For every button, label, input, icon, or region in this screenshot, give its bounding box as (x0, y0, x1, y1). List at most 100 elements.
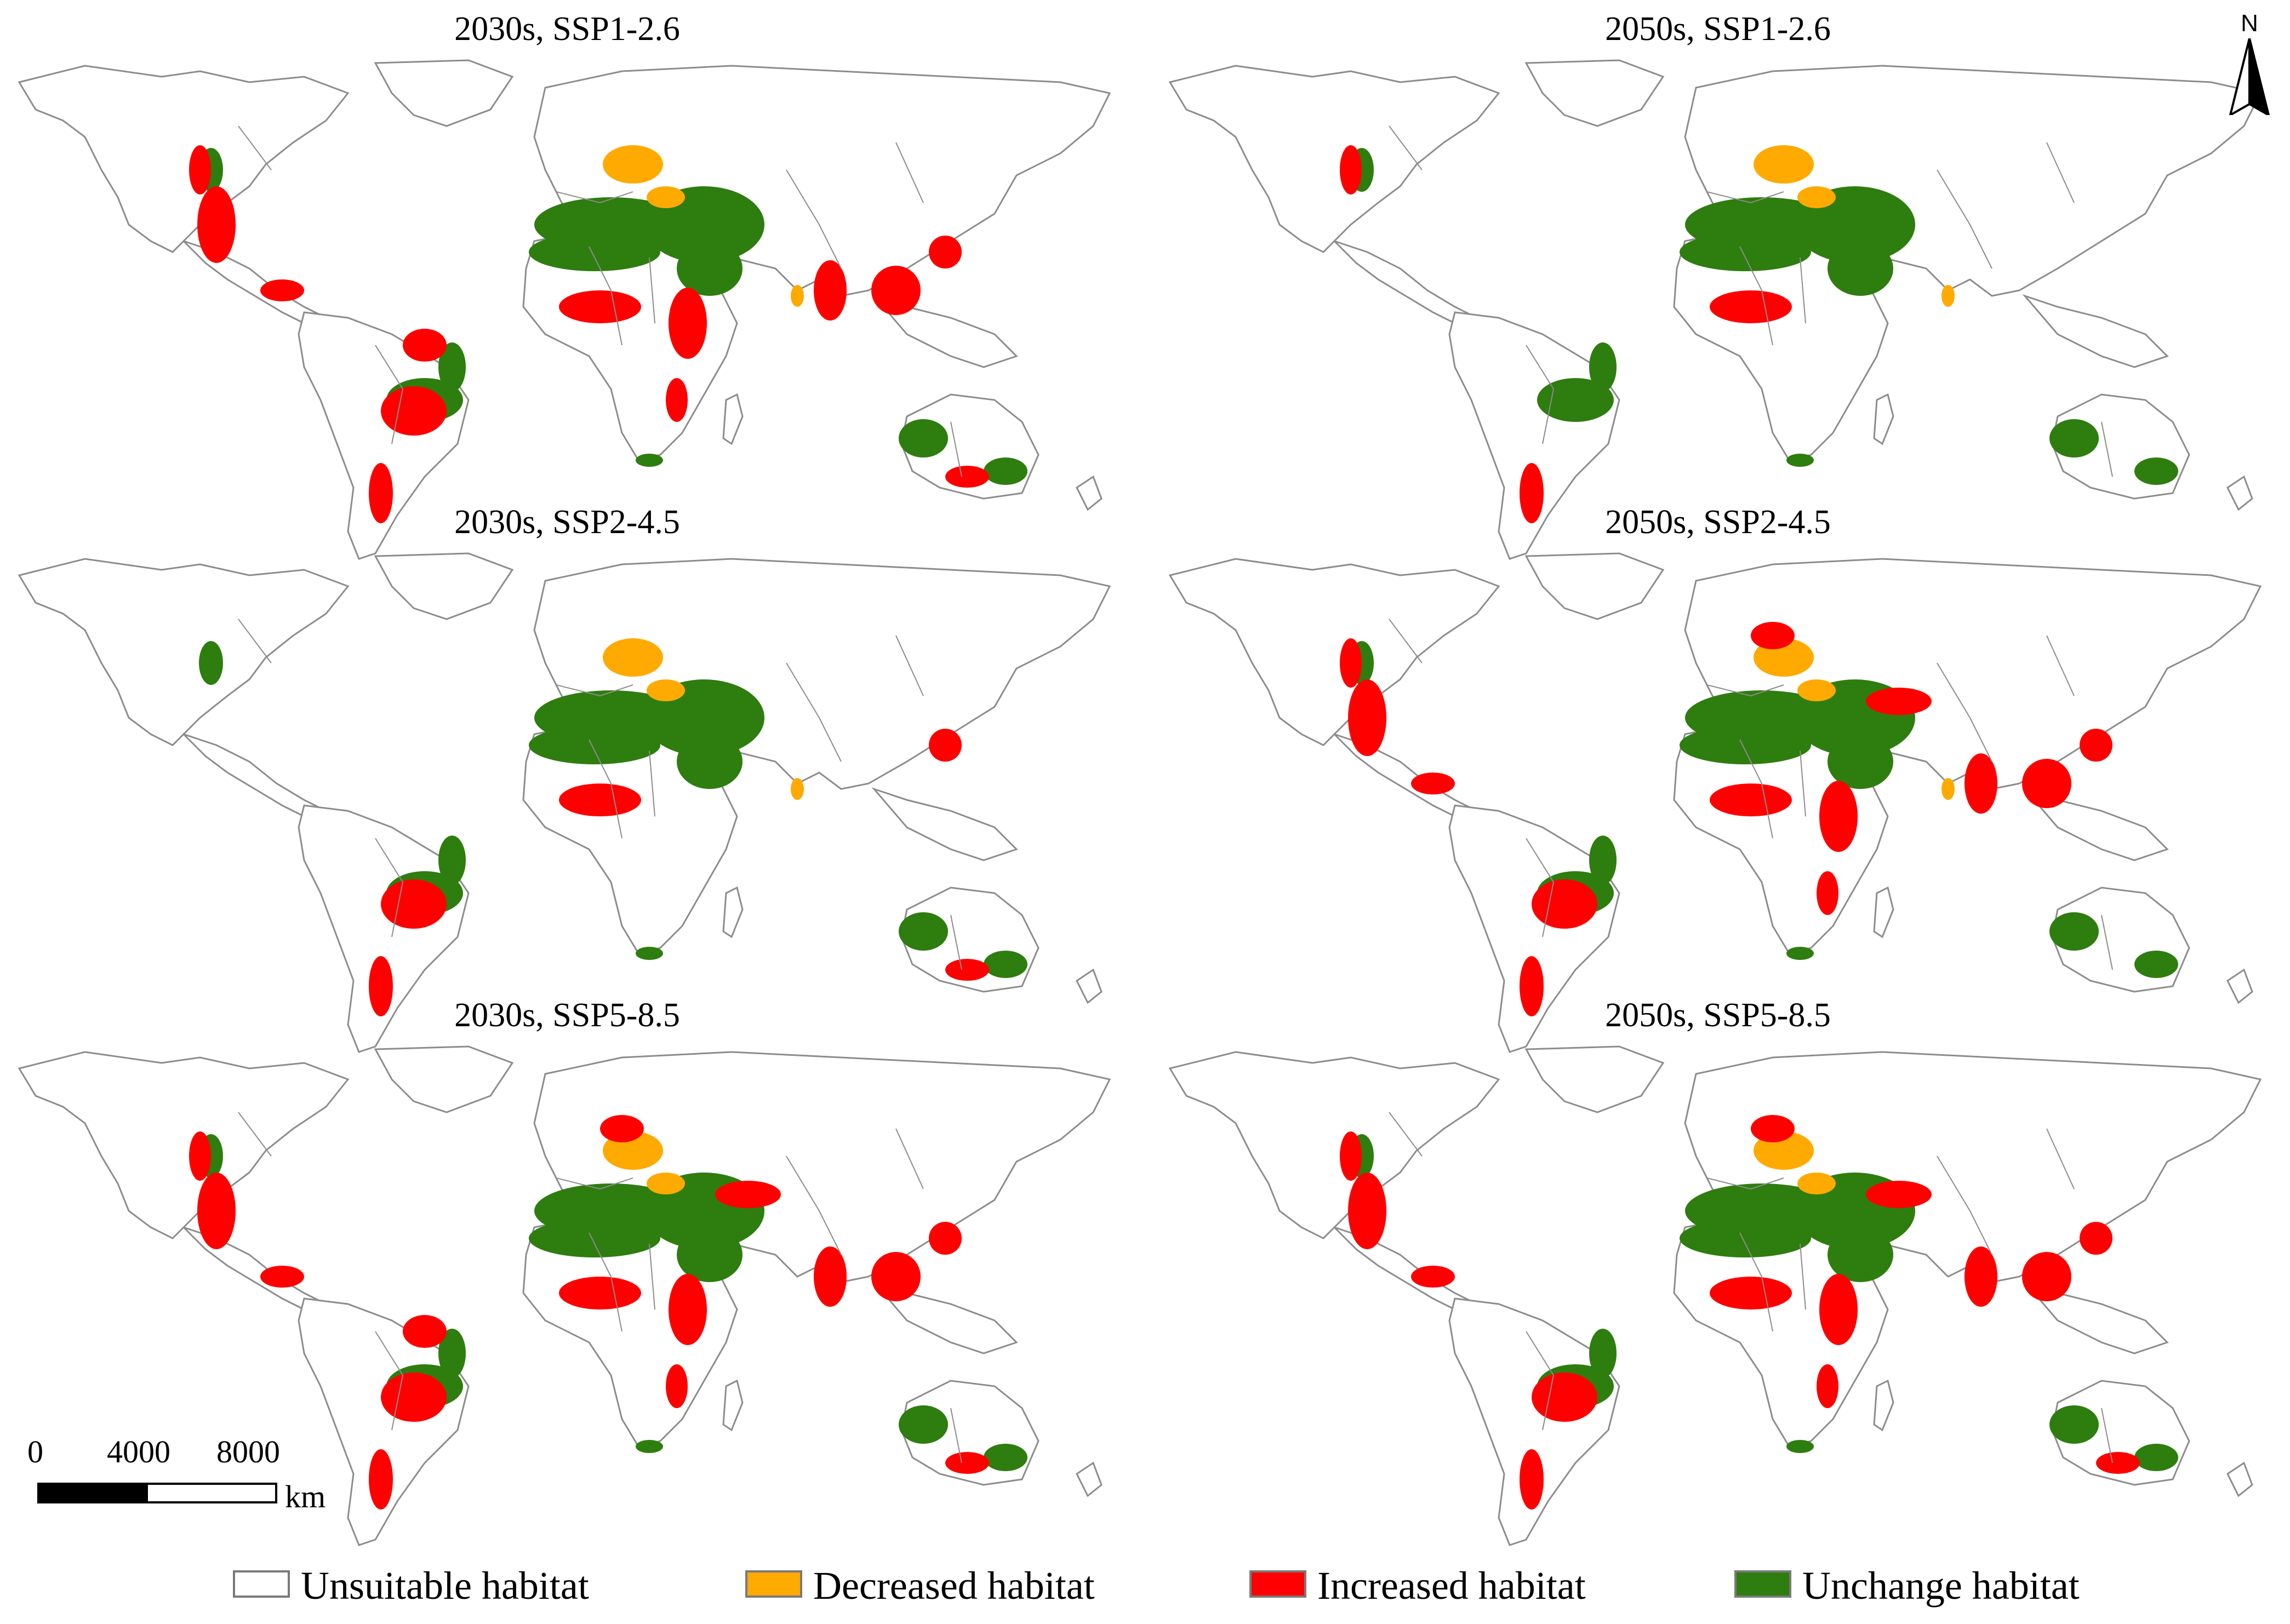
habitat-increased-mexico (197, 1173, 236, 1249)
habitat-increased-sahel (1710, 1277, 1792, 1310)
habitat-increased-south-america (1532, 879, 1597, 929)
habitat-increased-central-america (1411, 773, 1455, 794)
map-panel-2: 2050s, SSP1-2.6 (1168, 0, 2266, 560)
habitat-decreased-balkans (1797, 186, 1836, 208)
habitat-unchanged-arabia (677, 241, 743, 296)
border-line (649, 750, 655, 817)
landmass-south-america (1448, 804, 1620, 1053)
border-line (1739, 246, 1773, 346)
habitat-increased-india (814, 1246, 847, 1307)
habitat-increased-india (1965, 1246, 1997, 1307)
map-panel-1: 2030s, SSP1-2.6 (18, 0, 1115, 560)
landmass-new-zealand (1076, 1461, 1103, 1497)
scale-bar: 0 4000 8000 km (22, 1436, 329, 1518)
border-line (556, 684, 633, 697)
habitat-increased-brazil (403, 329, 447, 362)
legend-label: Increased habitat (1317, 1564, 1586, 1608)
habitat-layer (1340, 145, 2178, 523)
habitat-increased-mexico (1348, 679, 1386, 756)
border-line (1526, 1331, 1555, 1431)
legend-label: Unsuitable habitat (301, 1564, 589, 1608)
habitat-increased-patagonia (1520, 1449, 1544, 1509)
landmass-southeast-asia (2022, 1280, 2169, 1354)
habitat-increased-west-coast (189, 145, 211, 195)
habitat-decreased-balkans (647, 1173, 685, 1194)
panel-title: 2050s, SSP5-8.5 (1605, 997, 1831, 1034)
border-line (1706, 1177, 1784, 1190)
border-line (1706, 191, 1784, 204)
habitat-increased-west-coast (1340, 145, 1362, 195)
landmass-southeast-asia (2022, 787, 2169, 861)
landmass-madagascar (722, 393, 744, 445)
landmass-madagascar (722, 886, 744, 939)
north-label: N (2241, 10, 2258, 37)
scale-tick-0: 0 (27, 1434, 43, 1469)
habitat-unchanged-east-brazil (1589, 836, 1617, 885)
habitat-unchanged-north-africa (1680, 233, 1811, 271)
landmass-north-america (18, 1051, 350, 1239)
legend-swatch (1249, 1570, 1306, 1598)
border-line (1526, 838, 1555, 937)
map-panel-6: 2050s, SSP5-8.5 (1168, 986, 2266, 1546)
habitat-increased-sahel (1710, 290, 1792, 323)
country-borders (1389, 1112, 2113, 1463)
landmass-madagascar (722, 1379, 744, 1432)
habitat-increased-brazil (403, 1315, 447, 1348)
border-line (2046, 635, 2075, 696)
habitat-increased-east-africa (1819, 1274, 1858, 1345)
landmass-greenland (1524, 59, 1665, 127)
legend-label: Decreased habitat (813, 1564, 1095, 1608)
habitat-increased-southeast-africa (1817, 871, 1838, 915)
border-line (1389, 619, 1423, 664)
habitat-unchanged-south-africa (1786, 947, 1814, 960)
habitat-unchanged-west-australia (899, 912, 948, 951)
habitat-increased-southeast-africa (666, 1364, 688, 1408)
landmass-new-zealand (2226, 1461, 2253, 1497)
habitat-unchanged-arabia (1828, 241, 1893, 296)
landmass-south-america (1448, 1297, 1620, 1546)
border-line (375, 1331, 404, 1431)
border-line (649, 257, 655, 324)
landmass-south-america (1448, 311, 1620, 560)
habitat-increased-east-africa (669, 288, 707, 359)
habitat-increased-south-america (381, 879, 447, 929)
habitat-increased-indochina (871, 266, 921, 315)
habitat-increased-patagonia (369, 1449, 393, 1509)
legend-swatch (233, 1570, 290, 1598)
border-line (1526, 345, 1555, 444)
habitat-decreased-balkans (1797, 1173, 1836, 1194)
landmass-new-zealand (2226, 968, 2253, 1004)
border-line (1389, 125, 1423, 170)
border-line (589, 739, 623, 839)
border-line (950, 914, 962, 970)
habitat-decreased-balkans (647, 679, 685, 701)
habitat-increased-indochina (2022, 759, 2071, 808)
habitat-layer (189, 1115, 1027, 1509)
habitat-increased-west-coast (1340, 1131, 1362, 1181)
north-arrow-icon (2229, 38, 2270, 115)
country-borders (238, 1112, 962, 1463)
panel-title: 2050s, SSP1-2.6 (1605, 10, 1831, 48)
habitat-increased-australia (945, 466, 989, 488)
legend: Unsuitable habitat Decreased habitat Inc… (0, 1556, 2290, 1616)
habitat-increased-patagonia (1520, 956, 1544, 1016)
habitat-increased-indochina (871, 1252, 921, 1301)
country-borders (1389, 619, 2113, 970)
habitat-unchanged-arabia (1828, 1227, 1893, 1282)
border-line (375, 838, 404, 937)
landmass-madagascar (1873, 1379, 1894, 1432)
habitat-layer (1340, 622, 2178, 1016)
border-line (2101, 1408, 2113, 1463)
habitat-increased-central-america (260, 279, 304, 301)
habitat-increased-europe-north (1751, 1115, 1795, 1142)
habitat-increased-south-america (1532, 1373, 1597, 1422)
habitat-increased-australia (945, 1452, 989, 1474)
scale-unit: km (285, 1479, 326, 1514)
habitat-unchanged-california (199, 641, 223, 685)
habitat-increased-southeast-africa (666, 378, 688, 422)
habitat-increased-china (929, 236, 962, 268)
habitat-unchanged-north-africa (529, 233, 660, 271)
border-line (375, 345, 404, 444)
border-line (2046, 142, 2075, 203)
landmass-new-zealand (1076, 968, 1103, 1004)
